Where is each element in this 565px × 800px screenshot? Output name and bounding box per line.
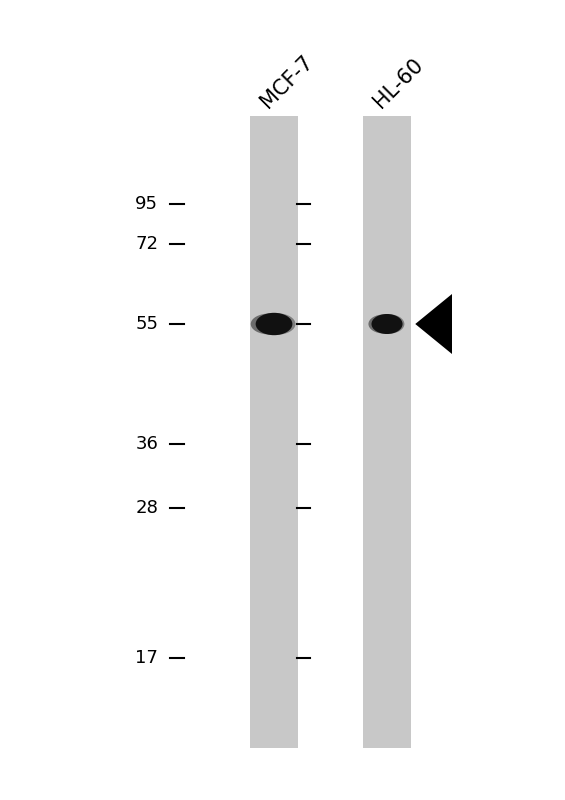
Bar [250,116,298,748]
Ellipse shape [251,314,288,334]
Text: 17: 17 [136,649,158,666]
Ellipse shape [255,313,293,335]
Text: 95: 95 [135,195,158,213]
Polygon shape [415,294,452,354]
Text: 72: 72 [135,235,158,253]
Text: 28: 28 [136,499,158,517]
Text: HL-60: HL-60 [370,54,427,112]
Bar [363,116,411,748]
Ellipse shape [368,314,400,334]
Ellipse shape [258,314,295,334]
Text: 36: 36 [136,435,158,453]
Ellipse shape [372,314,403,334]
Text: MCF-7: MCF-7 [257,52,318,112]
Text: 55: 55 [135,315,158,333]
Ellipse shape [373,314,405,334]
